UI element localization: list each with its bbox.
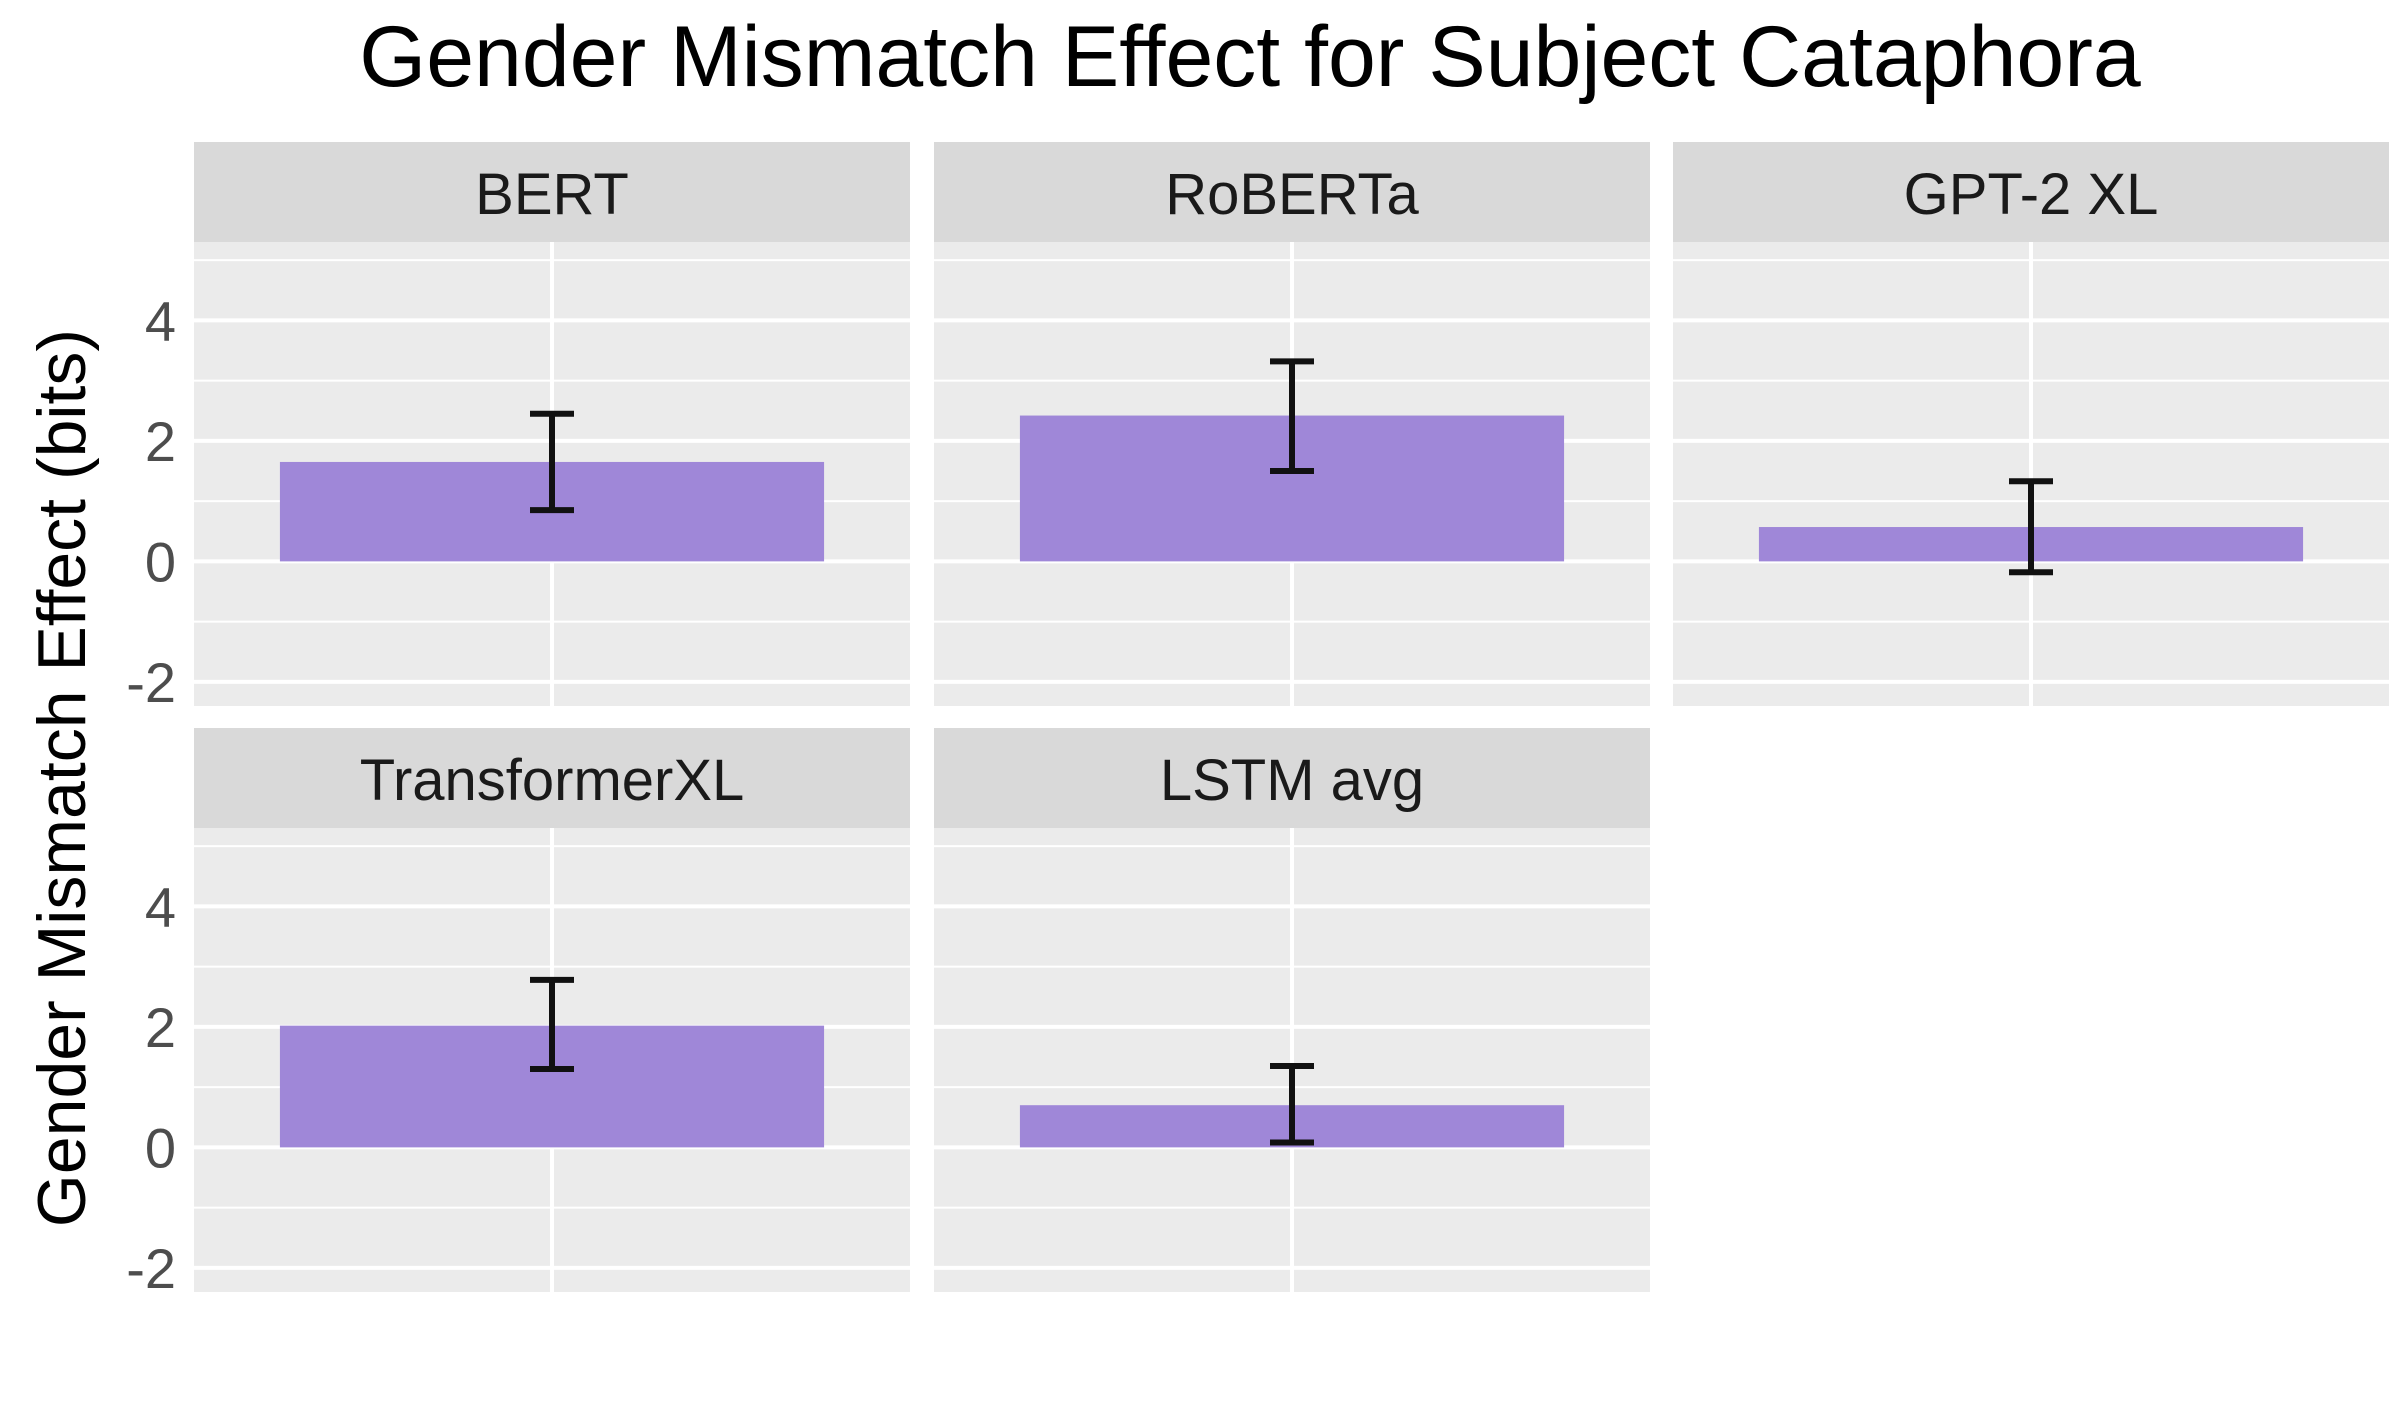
facet-panels: BERT -2 0 2 4 RoBERTa GPT-2 XL TransformerXL -2 0… (126, 142, 2389, 1300)
facet-strip-label: GPT-2 XL (1904, 162, 2159, 227)
y-tick-label: 4 (145, 289, 176, 352)
y-tick-label: -2 (126, 651, 176, 714)
chart-title: Gender Mismatch Effect for Subject Catap… (359, 9, 2141, 105)
y-tick-label: 0 (145, 530, 176, 593)
facet-strip-label: TransformerXL (360, 748, 745, 813)
facet-strip-label: RoBERTa (1165, 162, 1419, 227)
y-tick-label: 2 (145, 996, 176, 1059)
y-axis-label: Gender Mismatch Effect (bits) (24, 329, 100, 1227)
y-tick-label: 0 (145, 1116, 176, 1179)
y-tick-label: 4 (145, 875, 176, 938)
facet-strip-label: BERT (475, 162, 629, 227)
y-tick-label: -2 (126, 1237, 176, 1300)
facet-strip-label: LSTM avg (1160, 748, 1424, 813)
y-tick-label: 2 (145, 410, 176, 473)
